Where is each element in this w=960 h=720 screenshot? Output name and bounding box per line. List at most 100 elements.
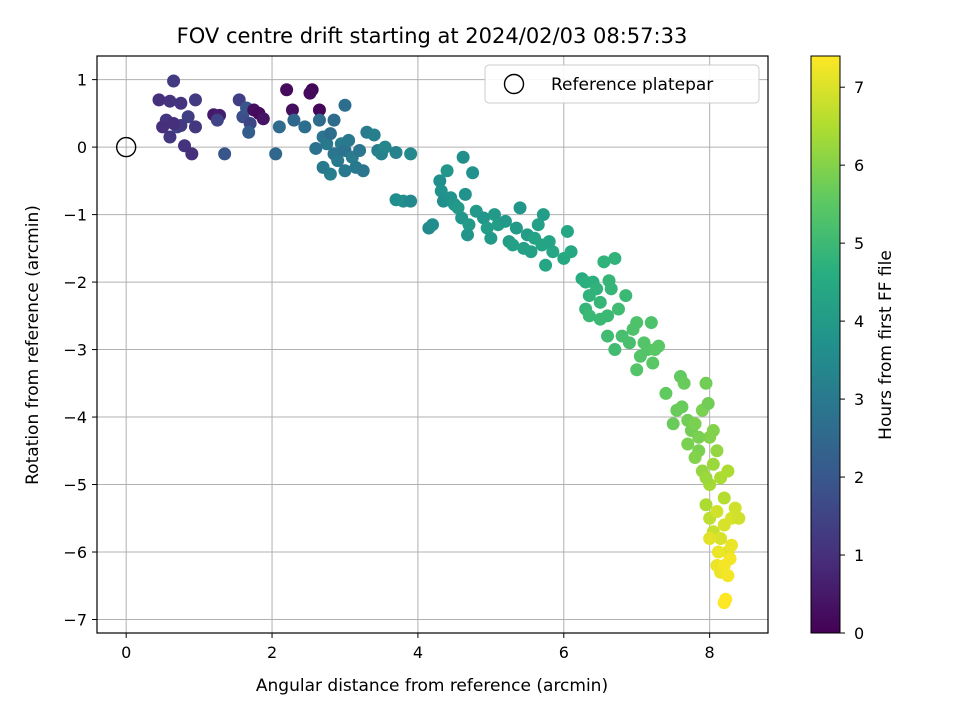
y-axis-title: Rotation from reference (arcmin) xyxy=(23,205,43,485)
scatter-point xyxy=(451,201,465,215)
scatter-point xyxy=(546,245,560,259)
scatter-point xyxy=(256,112,270,126)
scatter-point xyxy=(353,143,367,157)
scatter-point xyxy=(188,120,202,134)
scatter-point xyxy=(728,501,742,515)
colorbar-gradient xyxy=(810,55,841,634)
scatter-point xyxy=(167,116,181,130)
scatter-point xyxy=(163,130,177,144)
y-axis-ticks: 1 0 −1 −2 −3 −4 −5 −6 −7 xyxy=(63,71,97,630)
scatter-point xyxy=(389,146,403,160)
scatter-point xyxy=(604,282,618,296)
x-tick-label: 6 xyxy=(559,643,569,662)
scatter-point xyxy=(710,444,724,458)
scatter-point xyxy=(434,184,448,198)
scatter-point xyxy=(711,545,725,559)
scatter-point xyxy=(659,386,673,400)
scatter-point xyxy=(675,400,689,414)
scatter-point xyxy=(174,96,188,110)
scatter-point xyxy=(688,451,702,465)
scatter-point xyxy=(732,511,746,525)
scatter-point xyxy=(531,218,545,232)
scatter-point xyxy=(477,211,491,225)
scatter-point xyxy=(706,457,720,471)
scatter-point xyxy=(560,224,574,238)
scatter-point xyxy=(309,141,323,155)
scatter-point xyxy=(167,74,181,88)
scatter-point xyxy=(484,231,498,245)
legend: Reference platepar xyxy=(484,64,760,104)
colorbar-ticks: 0 1 2 3 4 5 6 7 xyxy=(840,78,864,643)
scatter-point xyxy=(378,140,392,154)
scatter-point xyxy=(590,282,604,296)
scatter-point xyxy=(426,218,439,232)
scatter-point xyxy=(342,133,356,147)
scatter-point xyxy=(701,397,715,411)
scatter-point xyxy=(725,538,739,552)
colorbar-tick-label: 3 xyxy=(854,390,864,409)
scatter-point xyxy=(280,83,294,97)
scatter-point xyxy=(597,255,611,269)
scatter-point xyxy=(287,113,301,127)
scatter-point xyxy=(619,289,633,303)
scatter-point xyxy=(303,86,317,100)
scatter-point xyxy=(717,491,731,505)
scatter-point xyxy=(210,113,224,127)
y-tick-label: 1 xyxy=(77,71,87,90)
scatter-point xyxy=(699,498,713,512)
legend-marker-hollow-circle xyxy=(503,73,525,95)
scatter-point xyxy=(367,128,381,142)
colorbar: 0 1 2 3 4 5 6 7 Hours from first FF file xyxy=(810,55,896,643)
scatter-point xyxy=(646,356,660,370)
colorbar-tick-label: 4 xyxy=(854,312,864,331)
scatter-point xyxy=(466,166,480,180)
scatter-point xyxy=(582,309,596,323)
scatter-point xyxy=(714,532,728,546)
scatter-point xyxy=(593,295,607,309)
scatter-point xyxy=(181,110,195,124)
scatter-point xyxy=(681,437,695,451)
scatter-point xyxy=(721,464,735,478)
scatter-point xyxy=(312,103,326,117)
chart-title: FOV centre drift starting at 2024/02/03 … xyxy=(177,24,688,48)
scatter-point xyxy=(404,147,418,161)
scatter-point xyxy=(703,532,717,546)
scatter-point xyxy=(456,150,470,164)
scatter-point xyxy=(542,235,556,249)
x-tick-label: 8 xyxy=(705,643,715,662)
legend-box xyxy=(484,64,760,104)
scatter-point xyxy=(156,120,170,134)
scatter-point xyxy=(480,221,494,235)
scatter-point xyxy=(285,103,299,117)
plot-frame xyxy=(96,55,769,634)
y-tick-label: −4 xyxy=(63,408,87,427)
scatter-point xyxy=(433,174,447,188)
scatter-point xyxy=(440,164,454,178)
scatter-point xyxy=(498,214,512,228)
scatter-point xyxy=(506,238,520,252)
scatter-point xyxy=(509,221,523,235)
scatter-point xyxy=(611,302,625,316)
scatter-point xyxy=(710,505,724,519)
colorbar-tick-label: 2 xyxy=(854,468,864,487)
x-axis-title: Angular distance from reference (arcmin) xyxy=(256,676,608,696)
y-tick-label: −7 xyxy=(63,611,87,630)
scatter-point xyxy=(312,113,326,127)
scatter-point xyxy=(723,552,737,566)
scatter-point xyxy=(688,417,702,431)
scatter-point xyxy=(652,339,666,353)
scatter-point xyxy=(513,201,527,215)
scatter-point xyxy=(692,430,706,444)
colorbar-title: Hours from first FF file xyxy=(876,250,896,440)
scatter-point xyxy=(630,363,644,377)
scatter-point xyxy=(666,417,680,431)
scatter-point xyxy=(644,316,658,330)
scatter-point xyxy=(185,147,199,161)
scatter-point xyxy=(539,258,553,272)
scatter-point xyxy=(272,120,286,134)
x-axis-ticks: 0 2 4 6 8 xyxy=(121,633,715,662)
scatter-point xyxy=(404,194,418,208)
scatter-point xyxy=(323,127,337,141)
scatter-point xyxy=(458,187,472,201)
